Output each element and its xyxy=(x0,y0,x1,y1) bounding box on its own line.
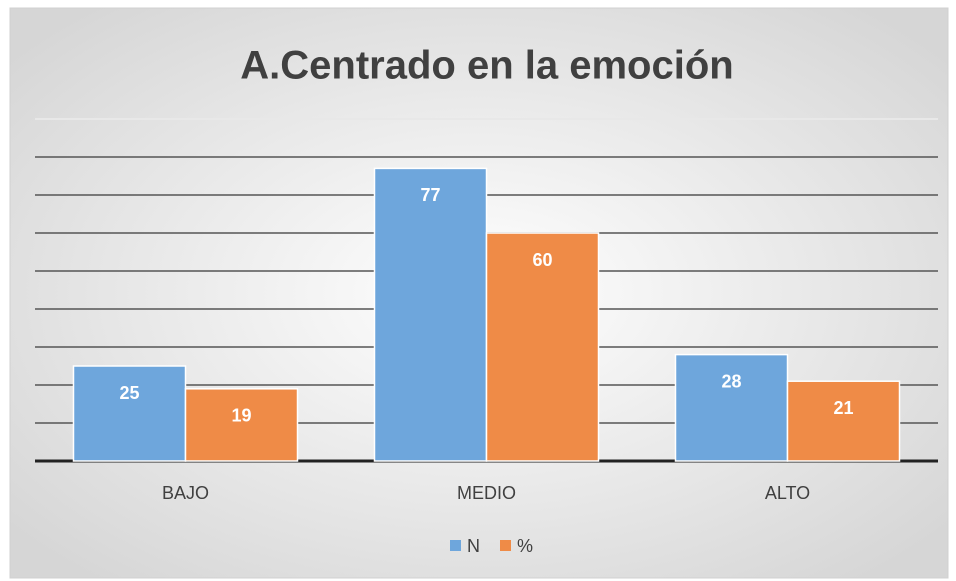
x-tick-label: ALTO xyxy=(765,483,810,503)
data-label: 19 xyxy=(231,406,251,426)
data-label: 77 xyxy=(420,185,440,205)
bar xyxy=(72,365,187,462)
legend-label: % xyxy=(517,536,533,556)
legend-swatch xyxy=(500,540,511,551)
bar xyxy=(485,232,600,462)
legend-swatch xyxy=(450,540,461,551)
data-label: 60 xyxy=(532,250,552,270)
data-label: 28 xyxy=(721,371,741,391)
bar xyxy=(373,167,488,462)
bar xyxy=(184,388,299,462)
data-label: 25 xyxy=(119,383,139,403)
x-tick-label: MEDIO xyxy=(457,483,516,503)
data-label: 21 xyxy=(833,398,853,418)
legend-label: N xyxy=(467,536,480,556)
x-tick-label: BAJO xyxy=(162,483,209,503)
bar xyxy=(674,353,789,462)
chart-title: A.Centrado en la emoción xyxy=(240,44,733,88)
bar xyxy=(786,380,901,462)
